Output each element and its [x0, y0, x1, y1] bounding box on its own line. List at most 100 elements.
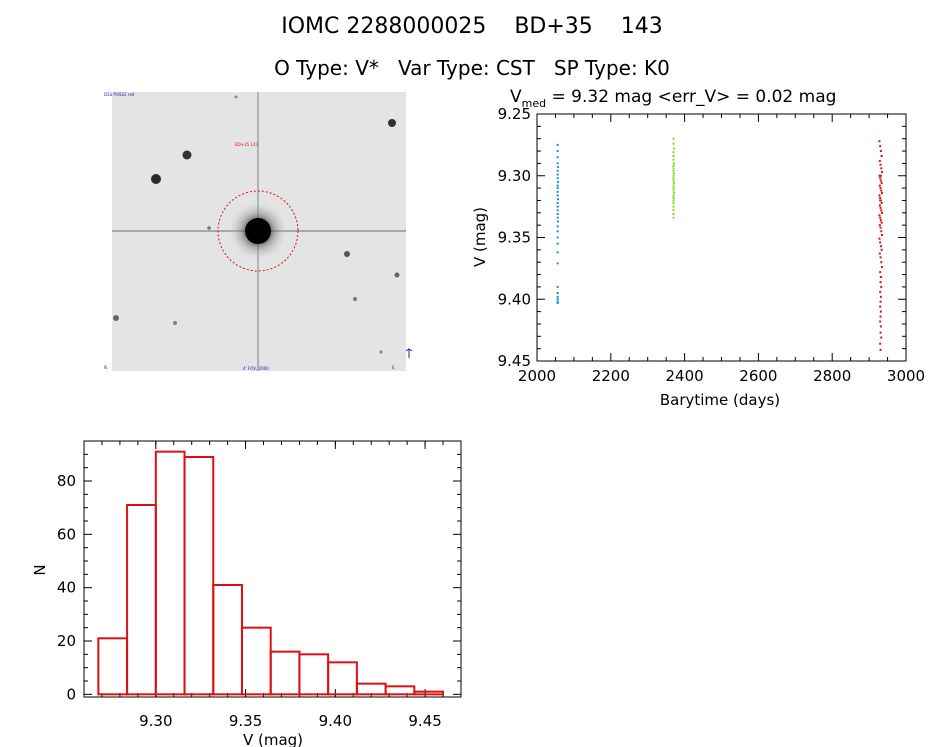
- lightcurve-point: [879, 219, 882, 222]
- lightcurve-x-tick-label: 2000: [518, 367, 556, 385]
- lightcurve-y-tick-label: 9.45: [498, 352, 531, 370]
- histogram-x-tick-label: 9.45: [408, 712, 441, 730]
- lightcurve-point: [879, 179, 882, 182]
- lightcurve-point: [556, 295, 559, 298]
- lightcurve-point: [880, 248, 883, 251]
- lightcurve-point: [672, 164, 675, 167]
- lightcurve-point: [880, 230, 883, 233]
- lightcurve-point: [672, 172, 675, 175]
- lightcurve-point: [880, 336, 883, 339]
- lightcurve-x-tick-label: 2400: [666, 367, 704, 385]
- lightcurve-point: [879, 174, 882, 177]
- histogram-bar: [183, 456, 215, 696]
- histogram-x-tick-label: 9.40: [319, 712, 352, 730]
- lightcurve-x-tick-label: 2800: [813, 367, 851, 385]
- lightcurve-point: [878, 252, 881, 255]
- histogram-bar: [240, 626, 272, 696]
- lightcurve-point: [879, 177, 882, 180]
- lightcurve-x-tick-label: 2600: [739, 367, 777, 385]
- lightcurve-point: [880, 154, 883, 157]
- lightcurve-y-tick-label: 9.40: [498, 290, 531, 308]
- lightcurve-point: [881, 211, 884, 214]
- lightcurve-point: [880, 209, 883, 212]
- lightcurve-point: [672, 182, 675, 185]
- faint-star: [388, 119, 396, 127]
- lightcurve-point: [672, 151, 675, 154]
- faint-star: [379, 350, 383, 354]
- lightcurve-point: [880, 182, 883, 185]
- lightcurve-point: [878, 194, 881, 197]
- stats-prefix: V: [510, 87, 522, 107]
- lightcurve-point: [672, 187, 675, 190]
- lightcurve-point: [556, 300, 559, 303]
- lightcurve-point: [672, 174, 675, 177]
- lightcurve-point: [672, 162, 675, 165]
- lightcurve-point: [879, 187, 882, 190]
- lightcurve-point: [672, 205, 675, 208]
- lightcurve-point: [556, 298, 559, 301]
- faint-star: [344, 251, 350, 257]
- lightcurve-point: [672, 216, 675, 219]
- lightcurve-y-tick-label: 9.35: [498, 229, 531, 247]
- lightcurve-xlabel: Barytime (days): [660, 391, 780, 409]
- lightcurve-point: [672, 147, 675, 150]
- faint-star: [173, 321, 177, 325]
- histogram-bar: [413, 690, 445, 696]
- faint-star: [113, 315, 119, 321]
- lightcurve-point: [879, 216, 882, 219]
- lightcurve-point: [556, 177, 559, 180]
- histogram-bar: [126, 504, 157, 696]
- lightcurve-point: [672, 213, 675, 216]
- histogram-y-tick-label: 80: [57, 472, 76, 490]
- lightcurve-point: [556, 169, 559, 172]
- histogram-bar: [355, 682, 387, 696]
- image-corner-label: DSS POSS2 red: [104, 92, 135, 97]
- stats-subscript: med: [522, 97, 546, 110]
- histogram-bar: [384, 685, 416, 696]
- lightcurve-point: [557, 220, 560, 223]
- lightcurve-point: [556, 187, 559, 190]
- lightcurve-point: [879, 271, 882, 274]
- lightcurve-point: [879, 163, 882, 166]
- lightcurve-stats-title: Vmed = 9.32 mag <err_V> = 0.02 mag: [510, 87, 836, 110]
- lightcurve-point: [878, 184, 881, 187]
- lightcurve-point: [672, 167, 675, 170]
- lightcurve-point: [880, 221, 883, 224]
- histogram-bar: [327, 661, 358, 696]
- lightcurve-point: [556, 242, 559, 245]
- image-bottom-right-label: E: [392, 365, 395, 370]
- lightcurve-point: [879, 276, 882, 279]
- lightcurve-point: [879, 145, 882, 148]
- lightcurve-x-tick-label: 3000: [887, 367, 925, 385]
- lightcurve-x-tick-label: 2200: [592, 367, 630, 385]
- lightcurve-point: [556, 262, 559, 265]
- lightcurve-point: [556, 230, 559, 233]
- faint-star: [182, 150, 192, 160]
- faint-star: [394, 272, 400, 278]
- lightcurve-point: [879, 300, 882, 303]
- lightcurve-point: [672, 137, 675, 140]
- lightcurve-point: [879, 305, 882, 308]
- lightcurve-point: [556, 301, 559, 304]
- histogram-y-tick-label: 60: [57, 525, 76, 543]
- sky-image-panel: DSS POSS2 red BD+35 143 4' FOV, 2000 N E: [104, 92, 413, 371]
- lightcurve-point: [878, 140, 881, 143]
- lightcurve-point: [556, 190, 559, 193]
- image-bottom-center-label: 4' FOV, 2000: [243, 366, 269, 371]
- lightcurve-point: [672, 201, 675, 204]
- lightcurve-point: [879, 206, 882, 209]
- chart-title: IOMC 2288000025 BD+35 143: [281, 14, 663, 39]
- lightcurve-point: [881, 266, 884, 269]
- lightcurve-point: [556, 292, 559, 295]
- lightcurve-point: [556, 173, 559, 176]
- lightcurve-point: [879, 331, 882, 334]
- histogram-x-tick-label: 9.30: [139, 712, 172, 730]
- lightcurve-point: [556, 150, 559, 153]
- lightcurve-points: [556, 137, 884, 351]
- lightcurve-y-tick-label: 9.30: [498, 167, 531, 185]
- lightcurve-point: [672, 194, 675, 197]
- lightcurve-point: [556, 216, 559, 219]
- lightcurve-point: [879, 325, 882, 328]
- lightcurve-point: [672, 177, 675, 180]
- lightcurve-point: [557, 166, 560, 169]
